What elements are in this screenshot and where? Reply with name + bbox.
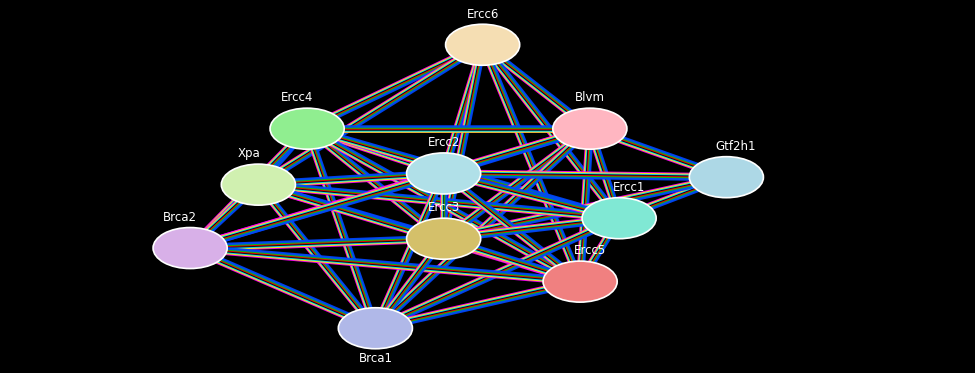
- Ellipse shape: [446, 24, 520, 65]
- Ellipse shape: [153, 228, 227, 269]
- Ellipse shape: [543, 261, 617, 302]
- Ellipse shape: [407, 153, 481, 194]
- Text: Blvm: Blvm: [575, 91, 604, 104]
- Text: Gtf2h1: Gtf2h1: [716, 140, 757, 153]
- Text: Brca2: Brca2: [164, 211, 197, 224]
- Ellipse shape: [221, 164, 295, 205]
- Ellipse shape: [338, 308, 412, 349]
- Text: Ercc2: Ercc2: [427, 136, 460, 149]
- Ellipse shape: [270, 108, 344, 149]
- Ellipse shape: [407, 218, 481, 259]
- Text: Ercc1: Ercc1: [612, 181, 645, 194]
- Text: Brca1: Brca1: [359, 352, 392, 366]
- Text: Ercc3: Ercc3: [427, 201, 460, 214]
- Text: Ercc5: Ercc5: [573, 244, 606, 257]
- Text: Ercc4: Ercc4: [281, 91, 314, 104]
- Text: Ercc6: Ercc6: [466, 7, 499, 21]
- Ellipse shape: [689, 157, 763, 198]
- Ellipse shape: [582, 198, 656, 239]
- Text: Xpa: Xpa: [237, 147, 260, 160]
- Ellipse shape: [553, 108, 627, 149]
